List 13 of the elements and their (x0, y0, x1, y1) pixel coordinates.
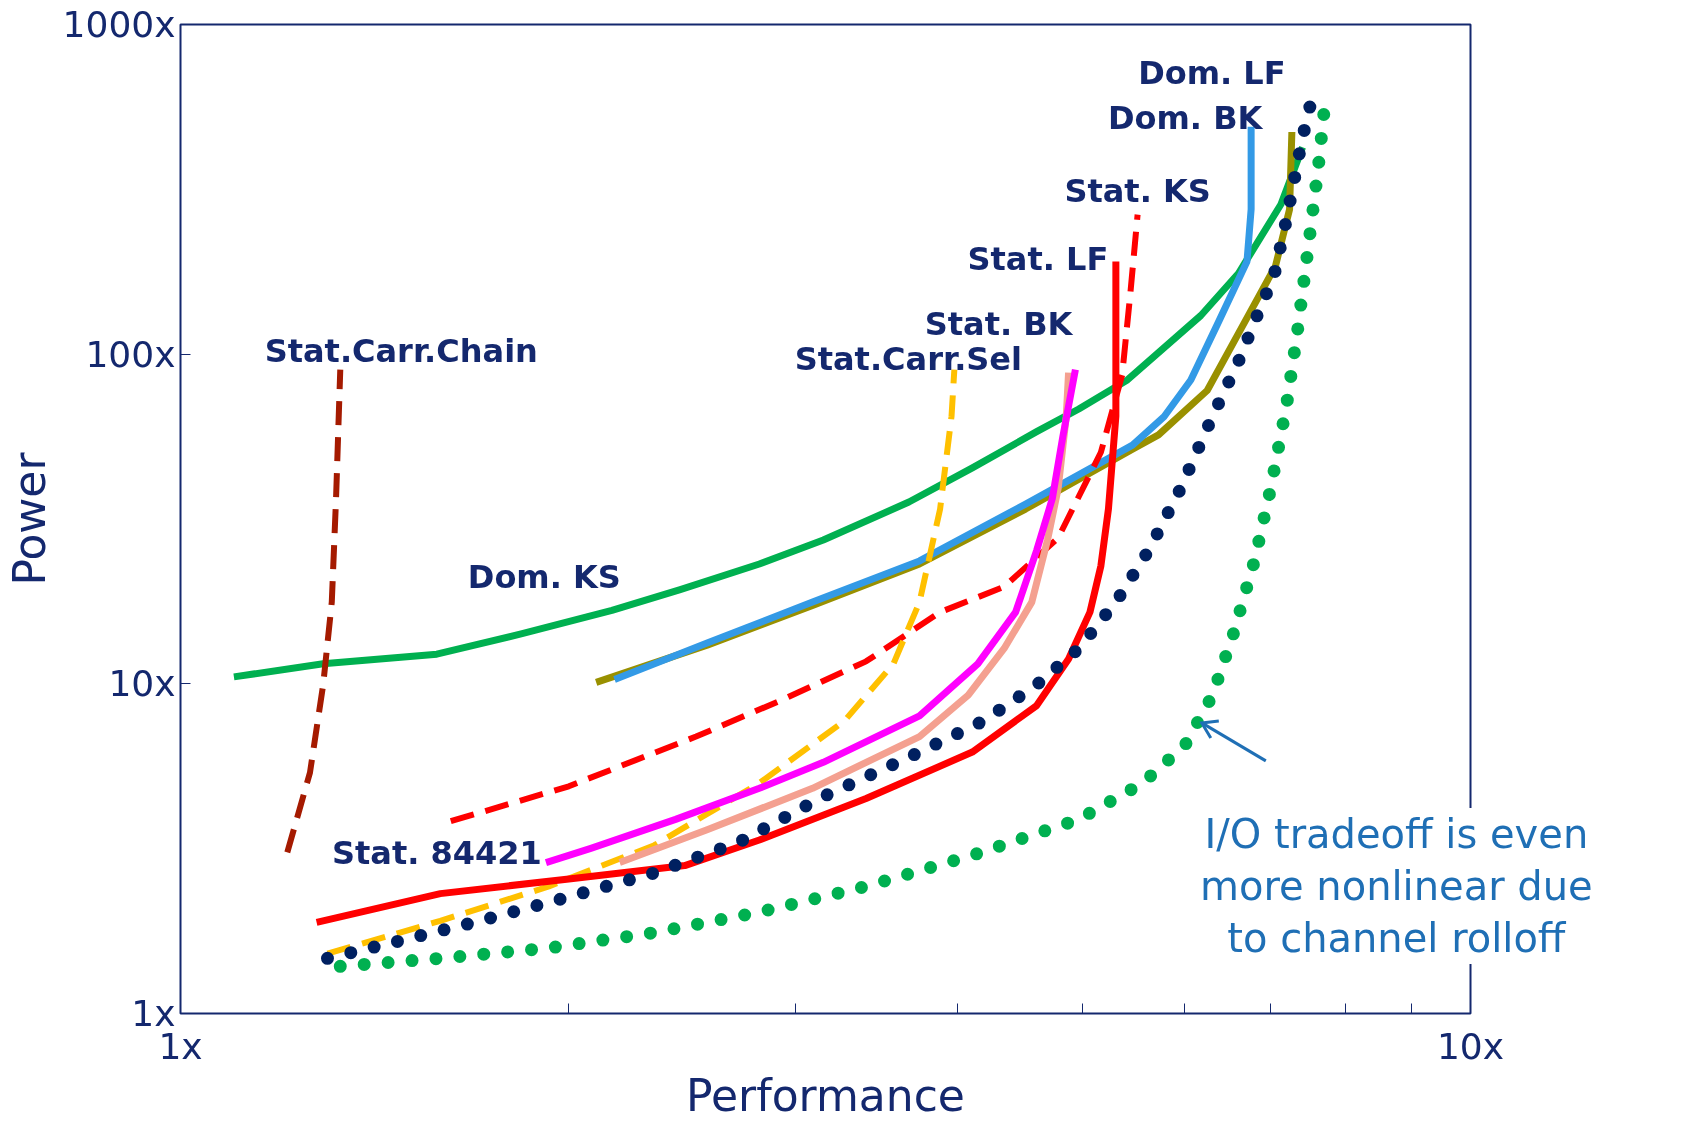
series-label: Stat. LF (967, 239, 1109, 278)
series-label: Stat. KS (1064, 171, 1211, 210)
y-tick-label: 100x (85, 333, 176, 375)
y-tick-label: 1000x (62, 4, 176, 45)
series-label: Dom. BK (1107, 98, 1264, 137)
series-label: Dom. LF (1138, 53, 1286, 92)
y-axis-title: Power (3, 451, 55, 586)
series-label: Stat. 84421 (332, 833, 542, 872)
y-tick-label: 10x (108, 663, 176, 705)
series-label: Dom. KS (467, 557, 621, 596)
series-label: Stat.Carr.Chain (264, 331, 538, 370)
y-tick-label: 1x (131, 993, 176, 1034)
x-axis-title: Performance (686, 1069, 965, 1121)
